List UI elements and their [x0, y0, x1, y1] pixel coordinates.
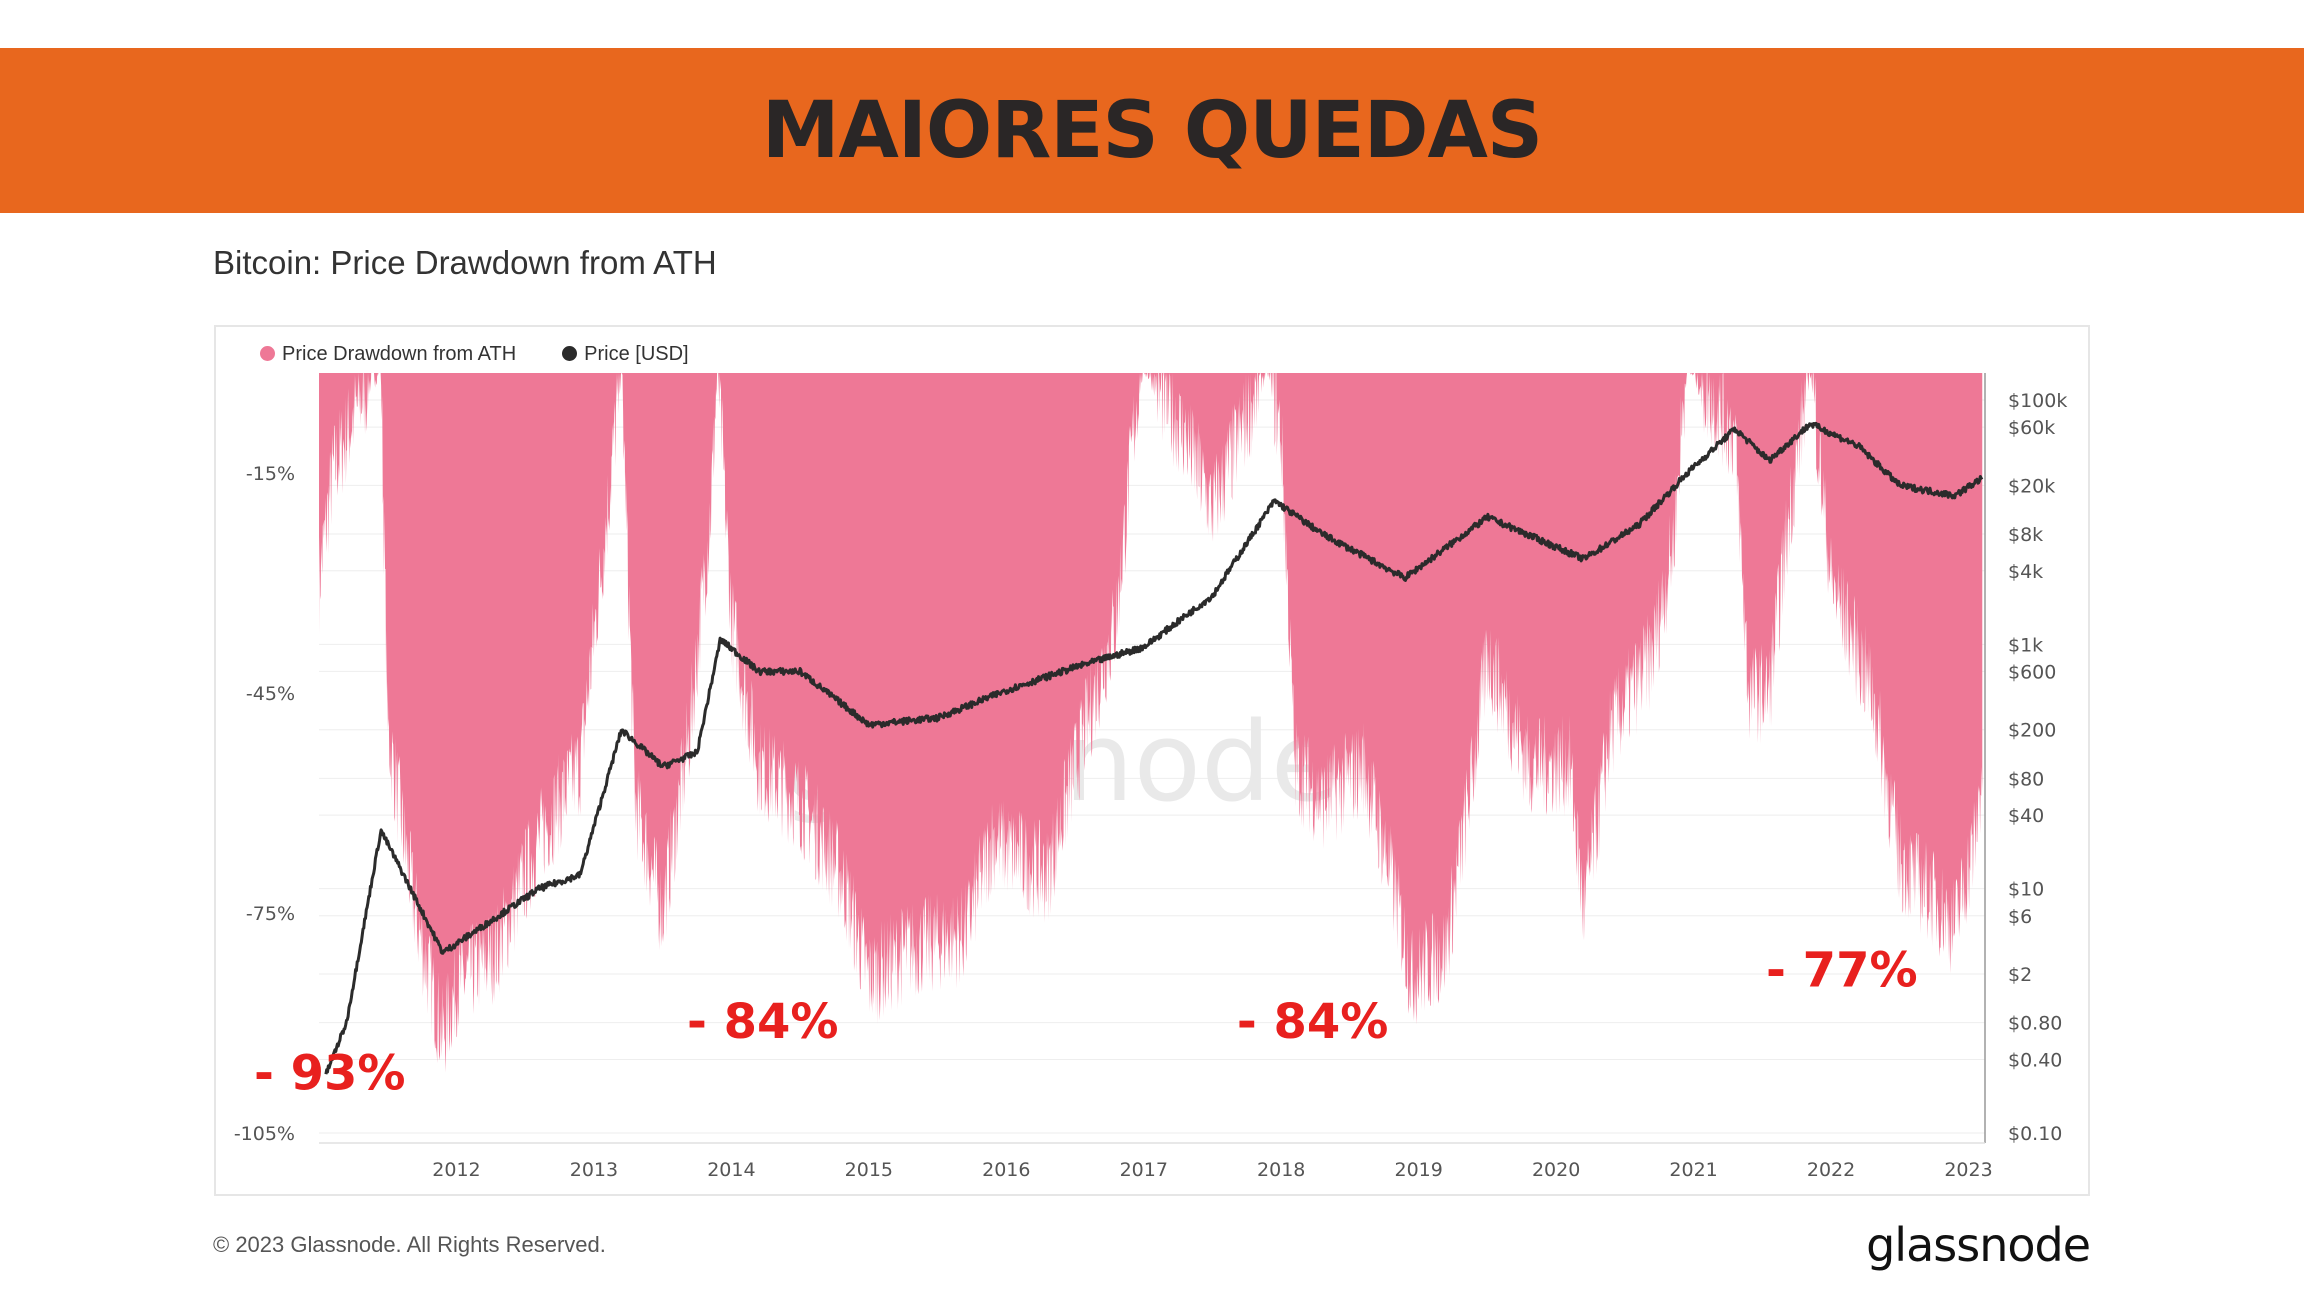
price-line — [324, 421, 1984, 1075]
x-axis-tick: 2014 — [707, 1159, 755, 1181]
legend-item-drawdown[interactable]: Price Drawdown from ATH — [260, 343, 516, 366]
x-axis-tick: 2017 — [1120, 1159, 1168, 1181]
x-axis-tick: 2021 — [1669, 1159, 1717, 1181]
right-axis-tick: $0.40 — [2008, 1049, 2062, 1071]
left-axis-tick: -75% — [246, 903, 295, 925]
right-axis-tick: $8k — [2008, 524, 2043, 546]
x-axis-tick: 2013 — [570, 1159, 618, 1181]
drawdown-annotation: - 84% — [687, 994, 839, 1050]
right-axis-tick: $600 — [2008, 661, 2056, 683]
legend-swatch-icon — [562, 346, 578, 361]
right-axis-tick: $40 — [2008, 805, 2044, 827]
banner-title: MAIORES QUEDAS — [761, 85, 1543, 176]
x-axis-tick: 2016 — [982, 1159, 1030, 1181]
right-axis-tick: $200 — [2008, 720, 2056, 742]
x-axis-tick: 2012 — [432, 1159, 480, 1181]
right-axis-tick: $0.80 — [2008, 1013, 2062, 1035]
legend-label: Price [USD] — [584, 343, 689, 365]
right-axis-tick: $4k — [2008, 561, 2043, 583]
right-axis-tick: $6 — [2008, 906, 2032, 928]
right-axis-tick: $100k — [2008, 390, 2067, 412]
x-axis-tick: 2015 — [845, 1159, 893, 1181]
drawdown-annotation: - 77% — [1766, 943, 1918, 999]
x-axis-tick: 2018 — [1257, 1159, 1305, 1181]
legend-item-price[interactable]: Price [USD] — [562, 343, 689, 366]
drawdown-annotation: - 84% — [1237, 994, 1389, 1050]
right-axis-tick: $0.10 — [2008, 1123, 2062, 1145]
x-axis-tick: 2020 — [1532, 1159, 1580, 1181]
legend-label: Price Drawdown from ATH — [282, 343, 517, 365]
left-axis-tick: -45% — [246, 683, 295, 705]
right-axis-tick: $10 — [2008, 879, 2044, 901]
title-banner: MAIORES QUEDAS — [0, 48, 2304, 213]
legend-swatch-icon — [260, 346, 275, 361]
x-axis-tick: 2023 — [1944, 1159, 1992, 1181]
right-axis-tick: $1k — [2008, 634, 2043, 656]
left-axis-tick: -105% — [234, 1123, 295, 1145]
drawdown-annotation: - 93% — [254, 1045, 406, 1101]
x-axis-tick: 2019 — [1394, 1159, 1442, 1181]
chart-frame — [214, 325, 2090, 1196]
chart-legend: Price Drawdown from ATH Price [USD] — [260, 343, 689, 366]
right-axis-tick: $20k — [2008, 475, 2055, 497]
glassnode-logo: glassnode — [1866, 1218, 2091, 1272]
x-axis-tick: 2022 — [1807, 1159, 1855, 1181]
right-axis-tick: $2 — [2008, 964, 2032, 986]
right-axis-tick: $60k — [2008, 417, 2055, 439]
right-axis-tick: $80 — [2008, 768, 2044, 790]
left-axis-tick: -15% — [246, 463, 295, 485]
chart-title: Bitcoin: Price Drawdown from ATH — [213, 244, 717, 281]
copyright: © 2023 Glassnode. All Rights Reserved. — [213, 1232, 606, 1257]
